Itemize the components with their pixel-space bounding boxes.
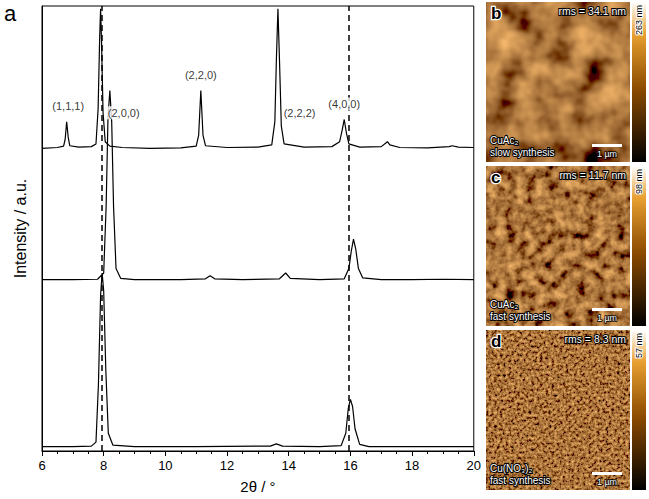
- svg-text:(2,2,0): (2,2,0): [185, 69, 217, 81]
- svg-text:(2,2,2): (2,2,2): [284, 107, 316, 119]
- svg-text:b: b: [491, 4, 501, 23]
- svg-text:1 µm: 1 µm: [597, 313, 617, 323]
- svg-text:1 µm: 1 µm: [597, 149, 617, 159]
- svg-text:CuAc₂: CuAc₂: [490, 299, 518, 310]
- svg-text:14: 14: [281, 458, 295, 473]
- svg-text:fast synthesis: fast synthesis: [490, 311, 551, 322]
- svg-text:(2,0,0): (2,0,0): [108, 107, 140, 119]
- svg-text:rms = 11.7 nm: rms = 11.7 nm: [559, 169, 626, 181]
- svg-text:Cu(NO₃)₂: Cu(NO₃)₂: [490, 463, 533, 474]
- svg-text:12: 12: [220, 458, 234, 473]
- svg-text:slow synthesis: slow synthesis: [490, 147, 554, 158]
- svg-text:CuAc₂: CuAc₂: [490, 135, 518, 146]
- svg-text:98 nm: 98 nm: [634, 169, 644, 194]
- svg-text:a: a: [4, 1, 17, 26]
- svg-text:2θ / °: 2θ / °: [240, 478, 275, 495]
- svg-text:16: 16: [343, 458, 357, 473]
- svg-text:10: 10: [158, 458, 172, 473]
- svg-text:(1,1,1): (1,1,1): [52, 100, 84, 112]
- svg-text:(4,0,0): (4,0,0): [328, 98, 360, 110]
- svg-text:Intensity / a.u.: Intensity / a.u.: [12, 179, 29, 279]
- svg-text:8: 8: [100, 458, 107, 473]
- svg-text:57 nm: 57 nm: [634, 333, 644, 358]
- svg-text:20: 20: [467, 458, 481, 473]
- svg-text:263 nm: 263 nm: [634, 5, 644, 35]
- svg-text:c: c: [491, 168, 500, 187]
- svg-text:d: d: [491, 332, 501, 351]
- svg-text:rms = 8.3 nm: rms = 8.3 nm: [564, 333, 626, 345]
- svg-text:6: 6: [38, 458, 45, 473]
- svg-text:fast synthesis: fast synthesis: [490, 475, 551, 486]
- svg-text:rms = 34.1 nm: rms = 34.1 nm: [559, 5, 627, 17]
- svg-text:18: 18: [405, 458, 419, 473]
- svg-text:1 µm: 1 µm: [597, 477, 617, 487]
